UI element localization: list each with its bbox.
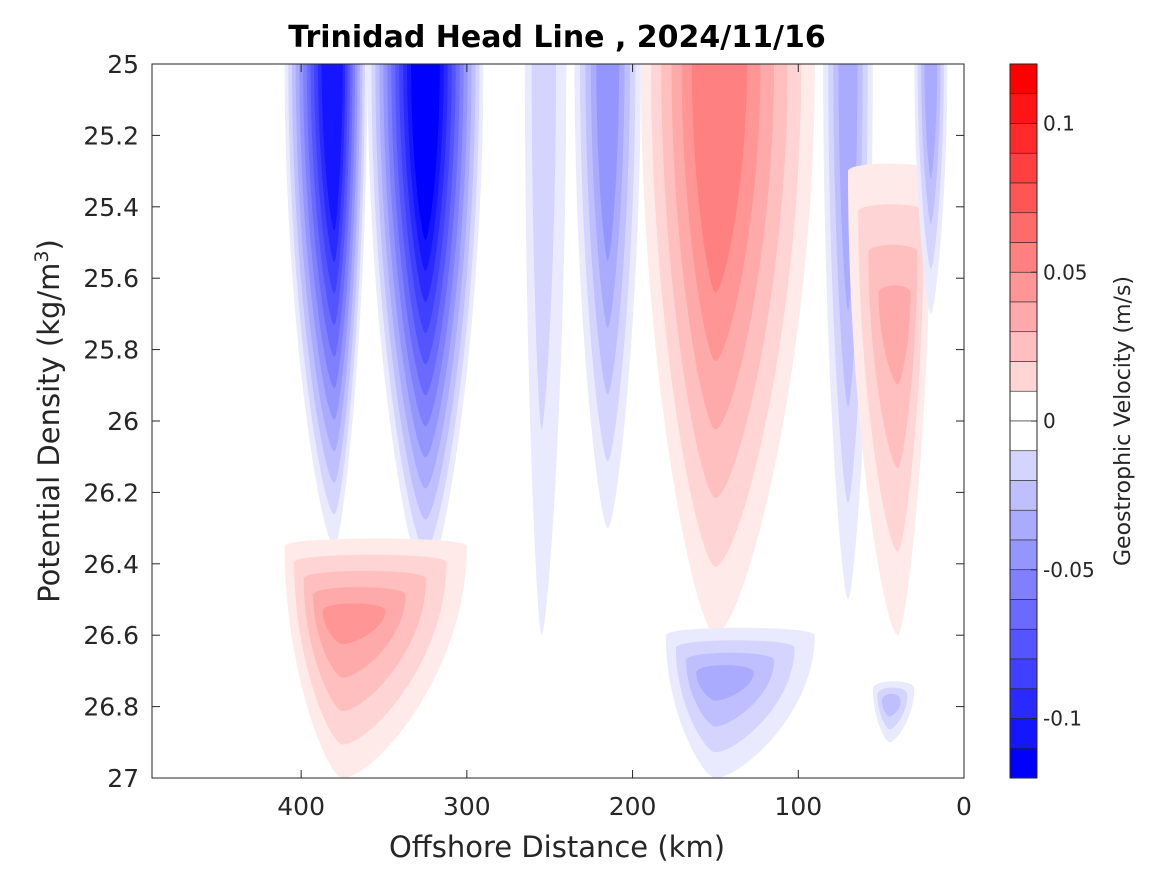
colorbar-tick-label: 0.05 bbox=[1043, 260, 1088, 284]
colorbar-swatch bbox=[1009, 242, 1038, 273]
colorbar-label: Geostrophic Velocity (m/s) bbox=[1111, 276, 1136, 566]
colorbar-swatch bbox=[1009, 480, 1038, 511]
colorbar-swatch bbox=[1009, 301, 1038, 333]
colorbar-swatch bbox=[1009, 63, 1038, 95]
colorbar-swatch bbox=[1009, 271, 1038, 303]
colorbar-swatch bbox=[1009, 658, 1038, 690]
colorbar-swatch bbox=[1009, 390, 1038, 422]
contour-band bbox=[878, 285, 911, 385]
colorbar-tick-label: -0.05 bbox=[1043, 558, 1095, 582]
y-tick-label: 25.8 bbox=[83, 336, 139, 365]
colorbar-swatch bbox=[1009, 212, 1038, 243]
colorbar-swatch bbox=[1009, 718, 1038, 749]
colorbar-tick-label: -0.1 bbox=[1043, 707, 1082, 731]
y-tick-label: 26.2 bbox=[83, 478, 139, 507]
y-axis-label-suffix: ) bbox=[32, 239, 66, 250]
y-axis-label: Potential Density (kg/m3) bbox=[31, 239, 66, 603]
contour-band bbox=[696, 665, 754, 701]
contour-band bbox=[691, 64, 747, 293]
x-tick-label: 100 bbox=[774, 792, 822, 821]
y-axis-label-superscript: 3 bbox=[31, 250, 53, 262]
colorbar-swatch bbox=[1009, 420, 1038, 452]
colorbar-ticks: 0.1 0.05 0 -0.05 -0.1 bbox=[1031, 112, 1095, 731]
x-tick-label: 200 bbox=[609, 792, 657, 821]
colorbar-tick-label: 0 bbox=[1043, 409, 1056, 433]
contour-band bbox=[531, 64, 557, 430]
y-tick-label: 25.4 bbox=[83, 193, 139, 222]
y-axis-ticks: 25 25.2 25.4 25.6 25.8 26 26.2 26.4 26.6 26.8 27 bbox=[83, 50, 964, 793]
x-axis-ticks: 400 300 200 100 0 bbox=[277, 64, 972, 821]
colorbar-swatch bbox=[1009, 539, 1038, 571]
colorbar-swatch bbox=[1009, 331, 1038, 362]
x-tick-label: 0 bbox=[956, 792, 972, 821]
y-tick-label: 26 bbox=[107, 407, 139, 436]
contour-band bbox=[924, 64, 938, 179]
x-tick-label: 400 bbox=[277, 792, 325, 821]
colorbar-tick-label: 0.1 bbox=[1043, 112, 1075, 136]
chart-title: Trinidad Head Line , 2024/11/16 bbox=[288, 20, 825, 55]
colorbar-swatch bbox=[1009, 450, 1038, 481]
contour-band bbox=[322, 603, 386, 645]
y-axis-label-main: Potential Density (kg/m bbox=[32, 263, 66, 603]
y-tick-label: 26.4 bbox=[83, 550, 139, 579]
colorbar-swatch bbox=[1009, 361, 1038, 392]
x-axis-label: Offshore Distance (km) bbox=[389, 830, 725, 864]
contour-band bbox=[596, 64, 620, 261]
colorbar-swatch bbox=[1009, 688, 1038, 719]
y-tick-label: 25.2 bbox=[83, 121, 139, 150]
colorbar-swatch bbox=[1009, 509, 1038, 541]
y-tick-label: 26.8 bbox=[83, 693, 139, 722]
colorbar-swatch bbox=[1009, 599, 1038, 630]
x-tick-label: 300 bbox=[443, 792, 491, 821]
y-tick-label: 27 bbox=[107, 764, 139, 793]
colorbar-swatch bbox=[1009, 182, 1038, 214]
contour-fills bbox=[284, 64, 948, 778]
colorbar-swatch bbox=[1009, 628, 1038, 660]
y-tick-label: 26.6 bbox=[83, 621, 139, 650]
contour-band bbox=[881, 693, 901, 717]
contour-band bbox=[321, 64, 343, 231]
y-tick-label: 25.6 bbox=[83, 264, 139, 293]
colorbar-swatch bbox=[1009, 123, 1038, 154]
y-tick-label: 25 bbox=[107, 50, 139, 79]
colorbar-swatch bbox=[1009, 152, 1038, 184]
contour-band bbox=[411, 64, 440, 241]
colorbar-swatch bbox=[1009, 93, 1038, 124]
colorbar-swatch bbox=[1009, 569, 1038, 600]
colorbar-swatch bbox=[1009, 747, 1038, 779]
